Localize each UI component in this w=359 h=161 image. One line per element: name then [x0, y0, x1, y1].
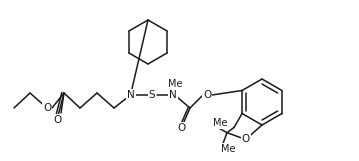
Text: O: O	[43, 103, 51, 113]
Text: Me: Me	[213, 118, 227, 128]
Text: N: N	[169, 90, 177, 100]
Text: Me: Me	[221, 143, 235, 154]
Text: O: O	[54, 115, 62, 125]
Text: S: S	[149, 90, 155, 100]
Text: Me: Me	[168, 79, 182, 89]
Text: N: N	[127, 90, 135, 100]
Text: O: O	[203, 90, 211, 100]
Text: O: O	[242, 134, 250, 144]
Text: O: O	[177, 123, 185, 133]
